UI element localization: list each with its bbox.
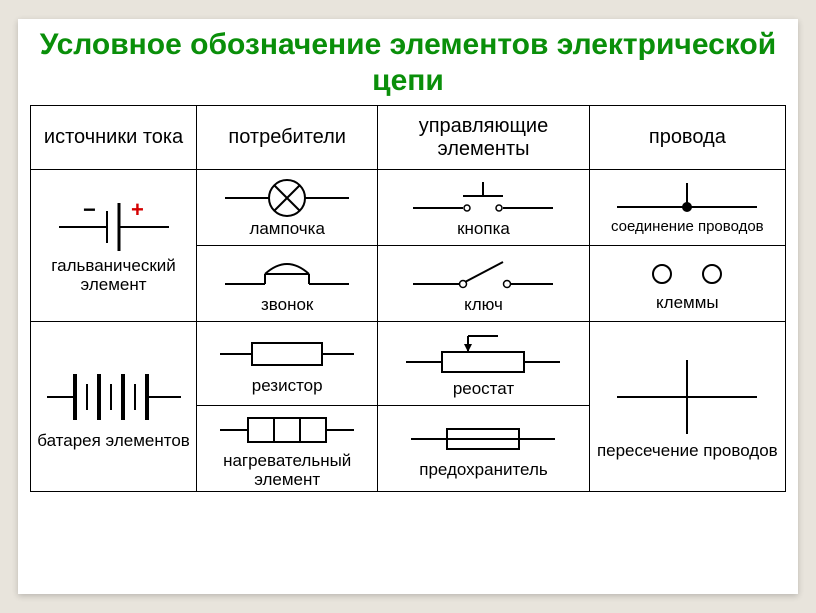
header-sources: источники тока	[31, 106, 197, 170]
bell-label: звонок	[261, 296, 313, 315]
header-controls: управляющие элементы	[378, 106, 589, 170]
header-wires: провода	[589, 106, 785, 170]
cell-fuse: предохранитель	[378, 406, 589, 492]
header-row: источники тока потребители управляющие э…	[31, 106, 786, 170]
cell-galvanic: − + гальванический элемент	[31, 170, 197, 322]
cell-rheostat: реостат	[378, 322, 589, 406]
rheostat-icon	[398, 328, 568, 380]
cell-lamp: лампочка	[197, 170, 378, 246]
crossing-icon	[607, 352, 767, 442]
terminals-label: клеммы	[656, 294, 719, 313]
battery-icon	[39, 362, 189, 432]
cell-crossing: пересечение проводов	[589, 322, 785, 492]
resistor-icon	[212, 331, 362, 377]
rheostat-label: реостат	[453, 380, 514, 399]
junction-label: соединение проводов	[611, 219, 764, 236]
button-label: кнопка	[457, 220, 510, 239]
cell-switch: ключ	[378, 246, 589, 322]
page-title: Условное обозначение элементов электриче…	[30, 27, 786, 99]
header-consumers: потребители	[197, 106, 378, 170]
svg-text:+: +	[131, 197, 144, 222]
cell-resistor: резистор	[197, 322, 378, 406]
battery-label: батарея элементов	[37, 432, 190, 451]
heater-icon	[212, 408, 362, 452]
resistor-label: резистор	[252, 377, 323, 396]
cell-junction: соединение проводов	[589, 170, 785, 246]
galvanic-label: гальванический элемент	[33, 257, 194, 294]
svg-text:−: −	[83, 197, 96, 222]
fuse-label: предохранитель	[419, 461, 547, 480]
galvanic-icon: − +	[49, 197, 179, 257]
symbols-table: источники тока потребители управляющие э…	[30, 105, 786, 492]
lamp-icon	[217, 176, 357, 220]
reference-card: Условное обозначение элементов электриче…	[18, 19, 798, 594]
junction-icon	[607, 179, 767, 219]
bell-icon	[217, 252, 357, 296]
lamp-label: лампочка	[249, 220, 324, 239]
cell-button: кнопка	[378, 170, 589, 246]
switch-label: ключ	[464, 296, 503, 315]
crossing-label: пересечение проводов	[597, 442, 778, 461]
switch-icon	[403, 252, 563, 296]
cell-heater: нагревательный элемент	[197, 406, 378, 492]
cell-bell: звонок	[197, 246, 378, 322]
terminals-icon	[617, 254, 757, 294]
cell-battery: батарея элементов	[31, 322, 197, 492]
fuse-icon	[403, 417, 563, 461]
button-icon	[403, 176, 563, 220]
heater-label: нагревательный элемент	[199, 452, 375, 489]
cell-terminals: клеммы	[589, 246, 785, 322]
